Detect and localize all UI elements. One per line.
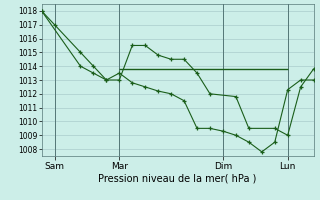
X-axis label: Pression niveau de la mer( hPa ): Pression niveau de la mer( hPa ) bbox=[99, 173, 257, 183]
